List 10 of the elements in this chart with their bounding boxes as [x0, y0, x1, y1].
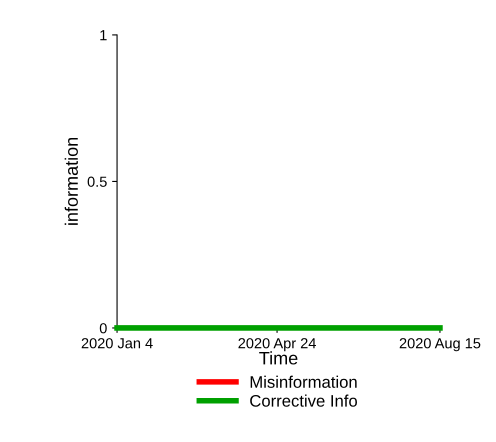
x-axis-title: Time	[259, 351, 298, 365]
x-tick-label: 2020 Jan 4	[82, 338, 153, 348]
y-tick-label: 1	[100, 30, 107, 40]
y-tick-label: 0.5	[88, 176, 107, 187]
x-tick-label: 2020 Aug 15	[400, 338, 480, 352]
legend-label: Corrective Info	[250, 394, 357, 407]
legend-label: Misinformation	[250, 376, 357, 388]
x-tick-label: 2020 Apr 24	[238, 338, 316, 352]
y-axis-title: information	[64, 138, 78, 225]
y-tick-label: 0	[100, 323, 107, 334]
